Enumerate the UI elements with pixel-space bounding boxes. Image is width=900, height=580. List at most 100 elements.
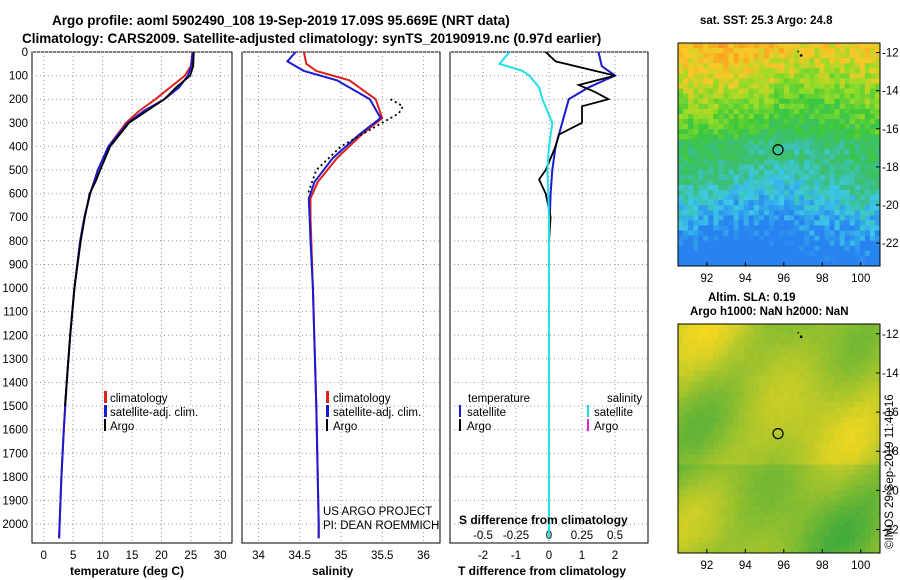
map-cell: [799, 63, 805, 69]
map-cell: [809, 119, 815, 125]
map-cell: [708, 537, 714, 543]
map-cell: [839, 235, 846, 242]
map-cell: [748, 245, 755, 252]
map-cell: [849, 448, 856, 455]
map-cell: [763, 324, 770, 330]
map-cell: [814, 73, 820, 79]
map-cell: [683, 355, 689, 361]
map-cell: [743, 480, 750, 486]
map-cell: [723, 255, 729, 262]
map-cell: [733, 139, 739, 145]
map-cell: [753, 210, 760, 216]
map-cell: [789, 443, 795, 450]
map-cell: [688, 174, 694, 181]
map-cell: [779, 454, 785, 460]
map-cell: [874, 88, 881, 95]
map-cell: [864, 260, 871, 267]
map-cell: [819, 184, 825, 191]
map-cell: [728, 495, 734, 502]
map-cell: [779, 438, 785, 445]
map-cell: [723, 103, 729, 110]
map-cell: [678, 73, 684, 79]
map-cell: [819, 189, 825, 196]
temperature-grid: [32, 51, 232, 543]
map-cell: [773, 526, 780, 533]
map-cell: [849, 542, 856, 549]
map-cell: [814, 454, 820, 460]
map-cell: [859, 443, 866, 450]
map-cell: [758, 500, 765, 507]
map-cell: [864, 500, 871, 507]
map-cell: [743, 144, 750, 150]
map-cell: [758, 334, 765, 341]
map-cell: [698, 329, 704, 335]
map-cell: [733, 370, 739, 377]
map-cell: [708, 189, 714, 196]
map-cell: [678, 428, 684, 434]
map-cell: [854, 245, 861, 252]
map-cell: [794, 225, 800, 231]
map-cell: [693, 73, 699, 79]
map-cell: [733, 526, 739, 533]
map-cell: [703, 407, 709, 413]
map-cell: [864, 324, 871, 330]
map-cell: [703, 422, 709, 429]
map-cell: [753, 240, 760, 247]
map-cell: [768, 235, 775, 242]
map-cell: [733, 200, 739, 206]
map-cell: [834, 200, 840, 206]
map-cell: [814, 469, 820, 476]
map-cell: [688, 189, 694, 196]
map-cell: [869, 365, 876, 372]
map-cell: [799, 339, 805, 346]
map-y-tick-label: -12: [882, 48, 899, 60]
map-cell: [819, 73, 825, 79]
map-cell: [869, 485, 876, 491]
map-cell: [794, 542, 800, 549]
map-cell: [688, 532, 694, 538]
map-cell: [784, 220, 790, 226]
map-cell: [763, 124, 770, 130]
map-cell: [814, 174, 820, 181]
map-cell: [874, 360, 881, 367]
x2-tick-label: 0.5: [607, 530, 623, 542]
map-cell: [683, 495, 689, 502]
map-cell: [859, 189, 866, 196]
map-cell: [824, 344, 830, 351]
map-cell: [693, 48, 699, 54]
map-cell: [773, 516, 780, 523]
map-cell: [819, 407, 825, 413]
map-cell: [829, 119, 835, 125]
map-cell: [698, 73, 704, 79]
map-cell: [728, 344, 734, 351]
map-cell: [773, 250, 780, 257]
map-cell: [829, 381, 835, 387]
map-cell: [854, 334, 861, 341]
map-cell: [748, 63, 755, 69]
map-cell: [713, 396, 719, 403]
map-cell: [799, 88, 805, 95]
map-cell: [738, 184, 745, 191]
map-cell: [748, 350, 755, 356]
map-cell: [733, 396, 739, 403]
map-cell: [799, 391, 805, 398]
map-cell: [834, 480, 840, 486]
map-cell: [794, 521, 800, 528]
map-cell: [768, 108, 775, 115]
map-cell: [854, 58, 861, 64]
map-cell: [703, 93, 709, 100]
map-cell: [874, 210, 881, 216]
map-cell: [773, 355, 780, 361]
map-cell: [869, 376, 876, 382]
map-cell: [814, 360, 820, 367]
map-cell: [849, 324, 856, 330]
map-cell: [723, 355, 729, 361]
map-cell: [768, 324, 775, 330]
map-cell: [854, 542, 861, 549]
map-cell: [753, 391, 760, 398]
map-cell: [683, 48, 689, 54]
map-cell: [698, 464, 704, 471]
map-cell: [844, 179, 851, 186]
map-cell: [874, 474, 881, 481]
map-cell: [779, 124, 785, 130]
